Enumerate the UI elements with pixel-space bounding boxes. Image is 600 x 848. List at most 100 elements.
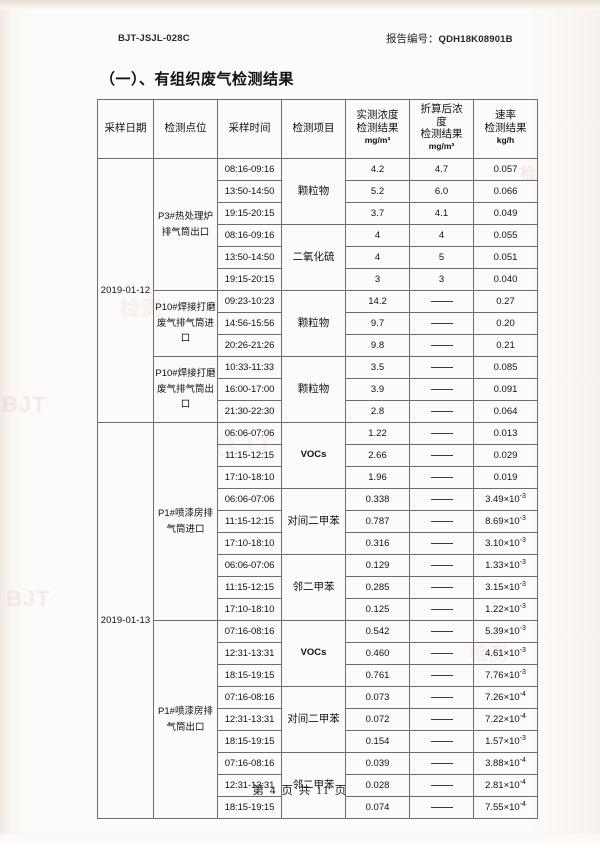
report-number-label: 报告编号： — [386, 34, 439, 45]
cell-measured-concentration: 2.8 — [345, 400, 410, 423]
cell-measured-concentration: 14.2 — [345, 290, 410, 313]
not-applicable-dash-icon — [430, 674, 453, 676]
cell-emission-rate: 3.15×10-3 — [473, 576, 538, 599]
cell-measured-concentration: 9.7 — [345, 312, 410, 335]
not-applicable-dash-icon — [430, 388, 453, 390]
watermark-logo-left-lower: BJT — [6, 586, 51, 611]
cell-measured-concentration: 0.039 — [345, 752, 410, 775]
cell-sample-time: 16:00-17:00 — [217, 378, 282, 401]
cell-measured-concentration: 4 — [345, 246, 410, 269]
cell-measured-concentration: 0.761 — [345, 664, 410, 687]
cell-measured-concentration: 0.338 — [345, 488, 410, 511]
cell-emission-rate: 0.085 — [473, 356, 538, 379]
cell-converted-concentration — [409, 356, 474, 379]
converted-unit: mg/m³ — [428, 141, 455, 152]
cell-sample-time: 10:33-11:33 — [217, 356, 282, 379]
cell-sample-time: 20:26-21:26 — [217, 334, 282, 357]
cell-measured-concentration: 3.5 — [345, 356, 410, 379]
table-row: 13:50-14:50 5.2 6.0 0.066 — [98, 180, 538, 203]
not-applicable-dash-icon — [430, 630, 453, 632]
cell-sample-time: 11:15-12:15 — [217, 444, 282, 467]
not-applicable-dash-icon — [430, 476, 453, 478]
not-applicable-dash-icon — [430, 432, 453, 434]
table-row: 2019-01-13 P1#喷漆房排气筒进口 06:06-07:06 VOCs 1.22… — [97, 422, 538, 819]
cell-converted-concentration: 6.0 — [409, 180, 474, 203]
cell-converted-concentration — [409, 532, 474, 555]
table-row: 19:15-20:15 3.7 4.1 0.049 — [98, 202, 538, 225]
cell-test-item: 邻二甲苯 — [281, 554, 346, 621]
cell-measured-concentration: 9.8 — [345, 334, 410, 357]
cell-converted-concentration — [409, 576, 474, 599]
table-header-row: 采样日期 检测点位 采样时间 检测项目 实测浓度 检测结果 mg/m³ 折算后浓… — [97, 99, 538, 159]
cell-emission-rate: 3.49×10-3 — [473, 488, 538, 511]
table-row: 08:16-09:16 二氧化硫 4 4 0.055 — [98, 224, 538, 291]
not-applicable-dash-icon — [430, 806, 453, 808]
rate-line2: 检测结果 — [484, 122, 527, 134]
cell-sample-time: 08:16-09:16 — [217, 224, 282, 247]
cell-measured-concentration: 0.460 — [345, 642, 410, 665]
cell-sample-time: 19:15-20:15 — [217, 268, 282, 291]
cell-emission-rate: 0.064 — [473, 400, 538, 423]
converted-line3: 检测结果 — [420, 129, 463, 140]
table-row: 17:10-18:10 1.96 0.019 — [98, 466, 538, 489]
cell-sample-time: 21:30-22:30 — [217, 400, 282, 423]
col-header-site: 检测点位 — [153, 99, 218, 159]
table-row: 16:00-17:00 3.9 0.091 — [98, 378, 538, 401]
col-header-item: 检测项目 — [281, 99, 346, 159]
cell-measured-concentration: 0.129 — [345, 554, 410, 577]
cell-monitoring-site: P10#焊接打磨废气排气筒出口 — [153, 356, 218, 423]
cell-converted-concentration — [409, 598, 474, 621]
converted-line2: 度 — [436, 116, 447, 128]
report-number-value: QDH18K08901B — [438, 34, 513, 45]
table-row: 12:31-13:31 0.028 2.81×10-4 — [98, 774, 538, 797]
cell-sample-date: 2019-01-13 — [97, 422, 154, 819]
cell-converted-concentration — [409, 488, 474, 511]
cell-test-item: 二氧化硫 — [281, 224, 346, 291]
watermark-logo-left-upper: BJT — [2, 392, 47, 417]
page-footer: 第 4 页 共 11 页 — [252, 785, 348, 797]
cell-emission-rate: 0.091 — [473, 378, 538, 401]
cell-measured-concentration: 0.125 — [345, 598, 410, 621]
not-applicable-dash-icon — [430, 366, 453, 368]
cell-converted-concentration — [409, 664, 474, 687]
cell-sample-time: 18:15-19:15 — [217, 730, 282, 753]
col-header-sample-time: 采样时间 — [217, 99, 282, 159]
cell-monitoring-site: P1#喷漆房排气筒进口 — [153, 422, 218, 621]
cell-measured-concentration: 0.154 — [345, 730, 410, 753]
cell-sample-time: 17:10-18:10 — [217, 532, 282, 555]
not-applicable-dash-icon — [430, 762, 453, 764]
table-row: 11:15-12:15 2.66 0.029 — [98, 444, 538, 467]
cell-sample-time: 17:10-18:10 — [217, 466, 282, 489]
cell-emission-rate: 3.88×10-4 — [473, 752, 538, 775]
cell-measured-concentration: 3.9 — [345, 378, 410, 401]
cell-measured-concentration: 3 — [345, 268, 410, 291]
cell-converted-concentration — [409, 796, 474, 819]
cell-emission-rate: 3.10×10-3 — [473, 532, 538, 555]
cell-converted-concentration — [409, 510, 474, 533]
col-header-rate: 速率 检测结果 kg/h — [473, 99, 538, 159]
cell-converted-concentration — [409, 466, 474, 489]
cell-monitoring-site: P10#焊接打磨废气排气筒进口 — [153, 290, 218, 357]
cell-emission-rate: 0.20 — [473, 312, 538, 335]
cell-converted-concentration: 4.1 — [409, 202, 474, 225]
cell-converted-concentration — [409, 752, 474, 775]
cell-converted-concentration — [409, 290, 474, 313]
cell-emission-rate: 7.76×10-3 — [473, 664, 538, 687]
cell-emission-rate: 0.21 — [473, 334, 538, 357]
cell-converted-concentration: 5 — [409, 246, 474, 269]
cell-converted-concentration — [409, 422, 474, 445]
cell-emission-rate: 0.029 — [473, 444, 538, 467]
rate-line1: 速率 — [495, 110, 516, 122]
cell-sample-time: 14:56-15:56 — [217, 312, 282, 335]
cell-sample-time: 12:31-13:31 — [217, 774, 282, 797]
cell-measured-concentration: 3.7 — [345, 202, 410, 225]
section-title: （一）、有组织废气检测结果 — [100, 72, 295, 88]
paper-edge-top — [0, 0, 600, 9]
table-row: 07:16-08:16 对间二甲苯 0.073 7.26×10-4 — [98, 686, 538, 753]
cell-emission-rate: 1.33×10-3 — [473, 554, 538, 577]
cell-measured-concentration: 4 — [345, 224, 410, 247]
cell-sample-time: 12:31-13:31 — [217, 708, 282, 731]
cell-test-item: 颗粒物 — [281, 356, 346, 423]
cell-measured-concentration: 0.074 — [345, 796, 410, 819]
paper-edge-bottom — [0, 834, 600, 848]
